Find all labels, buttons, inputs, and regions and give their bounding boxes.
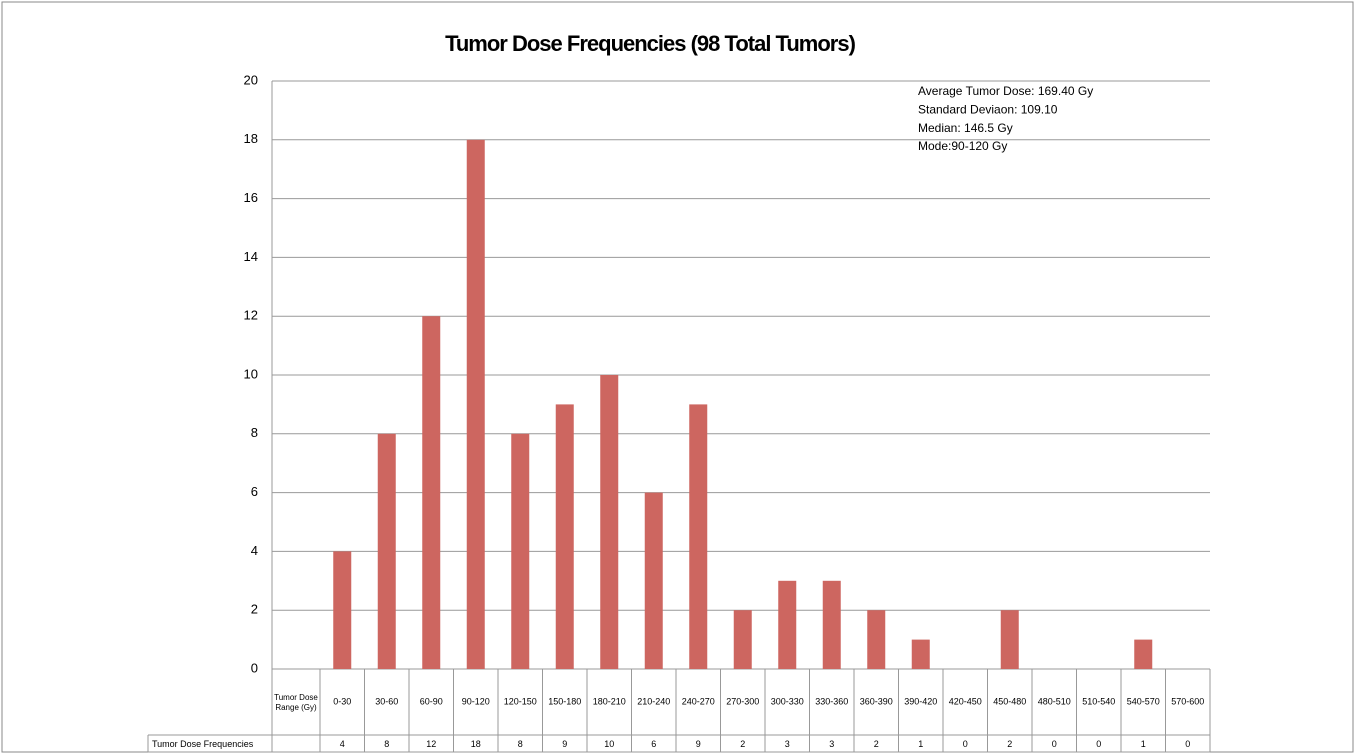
x-tick-label: 90-120 <box>462 696 490 706</box>
table-value: 10 <box>604 739 614 749</box>
bar <box>511 433 530 669</box>
x-tick-label: 390-420 <box>904 696 937 706</box>
y-tick-label: 4 <box>251 543 258 558</box>
x-tick-label: 240-270 <box>682 696 715 706</box>
y-tick-label: 6 <box>251 484 258 499</box>
table-value: 0 <box>1185 739 1190 749</box>
bar <box>600 375 619 669</box>
x-tick-label: 510-540 <box>1082 696 1115 706</box>
x-axis-label: Tumor Dose Range (Gy) <box>274 693 318 712</box>
x-tick-label: 300-330 <box>771 696 804 706</box>
bar <box>1134 639 1153 669</box>
bar <box>422 316 441 669</box>
x-tick-label: 0-30 <box>333 696 351 706</box>
table-value: 2 <box>874 739 879 749</box>
bar <box>644 492 663 669</box>
x-tick-label: 270-300 <box>726 696 759 706</box>
legend-label: Tumor Dose Frequencies <box>152 739 254 749</box>
table-value: 18 <box>471 739 481 749</box>
bar <box>778 580 797 669</box>
x-tick-label: 120-150 <box>504 696 537 706</box>
table-value: 0 <box>1096 739 1101 749</box>
x-tick-label: 60-90 <box>420 696 443 706</box>
annotation: Mode:90-120 Gy <box>918 139 1007 153</box>
table-value: 8 <box>518 739 523 749</box>
y-tick-label: 2 <box>251 602 258 617</box>
bar <box>689 404 708 669</box>
bar <box>822 580 841 669</box>
x-tick-label: 210-240 <box>637 696 670 706</box>
y-tick-label: 14 <box>244 249 258 264</box>
bar <box>377 433 396 669</box>
x-tick-label: 150-180 <box>548 696 581 706</box>
y-tick-label: 18 <box>244 131 258 146</box>
table-value: 3 <box>785 739 790 749</box>
x-tick-label: 480-510 <box>1038 696 1071 706</box>
bar <box>1000 610 1019 669</box>
bar <box>867 610 886 669</box>
y-tick-label: 12 <box>244 308 258 323</box>
x-tick-label: 30-60 <box>375 696 398 706</box>
chart-title: Tumor Dose Frequencies (98 Total Tumors) <box>445 31 856 56</box>
table-value: 1 <box>1141 739 1146 749</box>
y-tick-label: 16 <box>244 190 258 205</box>
bar <box>555 404 574 669</box>
table-value: 4 <box>340 739 345 749</box>
table-value: 1 <box>918 739 923 749</box>
annotation: Standard Deviaon: 109.10 <box>918 102 1058 116</box>
x-tick-label: 570-600 <box>1171 696 1204 706</box>
y-tick-label: 10 <box>244 366 258 381</box>
y-tick-label: 20 <box>244 72 258 87</box>
annotation: Median: 146.5 Gy <box>918 121 1013 135</box>
table-value: 2 <box>740 739 745 749</box>
table-value: 0 <box>1052 739 1057 749</box>
bar <box>733 610 752 669</box>
table-value: 9 <box>696 739 701 749</box>
bar <box>466 139 485 670</box>
x-tick-label: 330-360 <box>815 696 848 706</box>
table-value: 8 <box>384 739 389 749</box>
table-value: 12 <box>426 739 436 749</box>
table-value: 3 <box>829 739 834 749</box>
y-tick-label: 0 <box>251 660 258 675</box>
bar <box>333 551 352 669</box>
table-value: 9 <box>562 739 567 749</box>
x-tick-label: 420-450 <box>949 696 982 706</box>
x-tick-label: 360-390 <box>860 696 893 706</box>
table-value: 2 <box>1007 739 1012 749</box>
table-value: 0 <box>963 739 968 749</box>
y-tick-label: 8 <box>251 425 258 440</box>
x-tick-label: 180-210 <box>593 696 626 706</box>
x-tick-label: 540-570 <box>1127 696 1160 706</box>
annotation: Average Tumor Dose: 169.40 Gy <box>918 84 1093 98</box>
table-value: 6 <box>651 739 656 749</box>
x-tick-label: 450-480 <box>993 696 1026 706</box>
bar <box>911 639 930 669</box>
